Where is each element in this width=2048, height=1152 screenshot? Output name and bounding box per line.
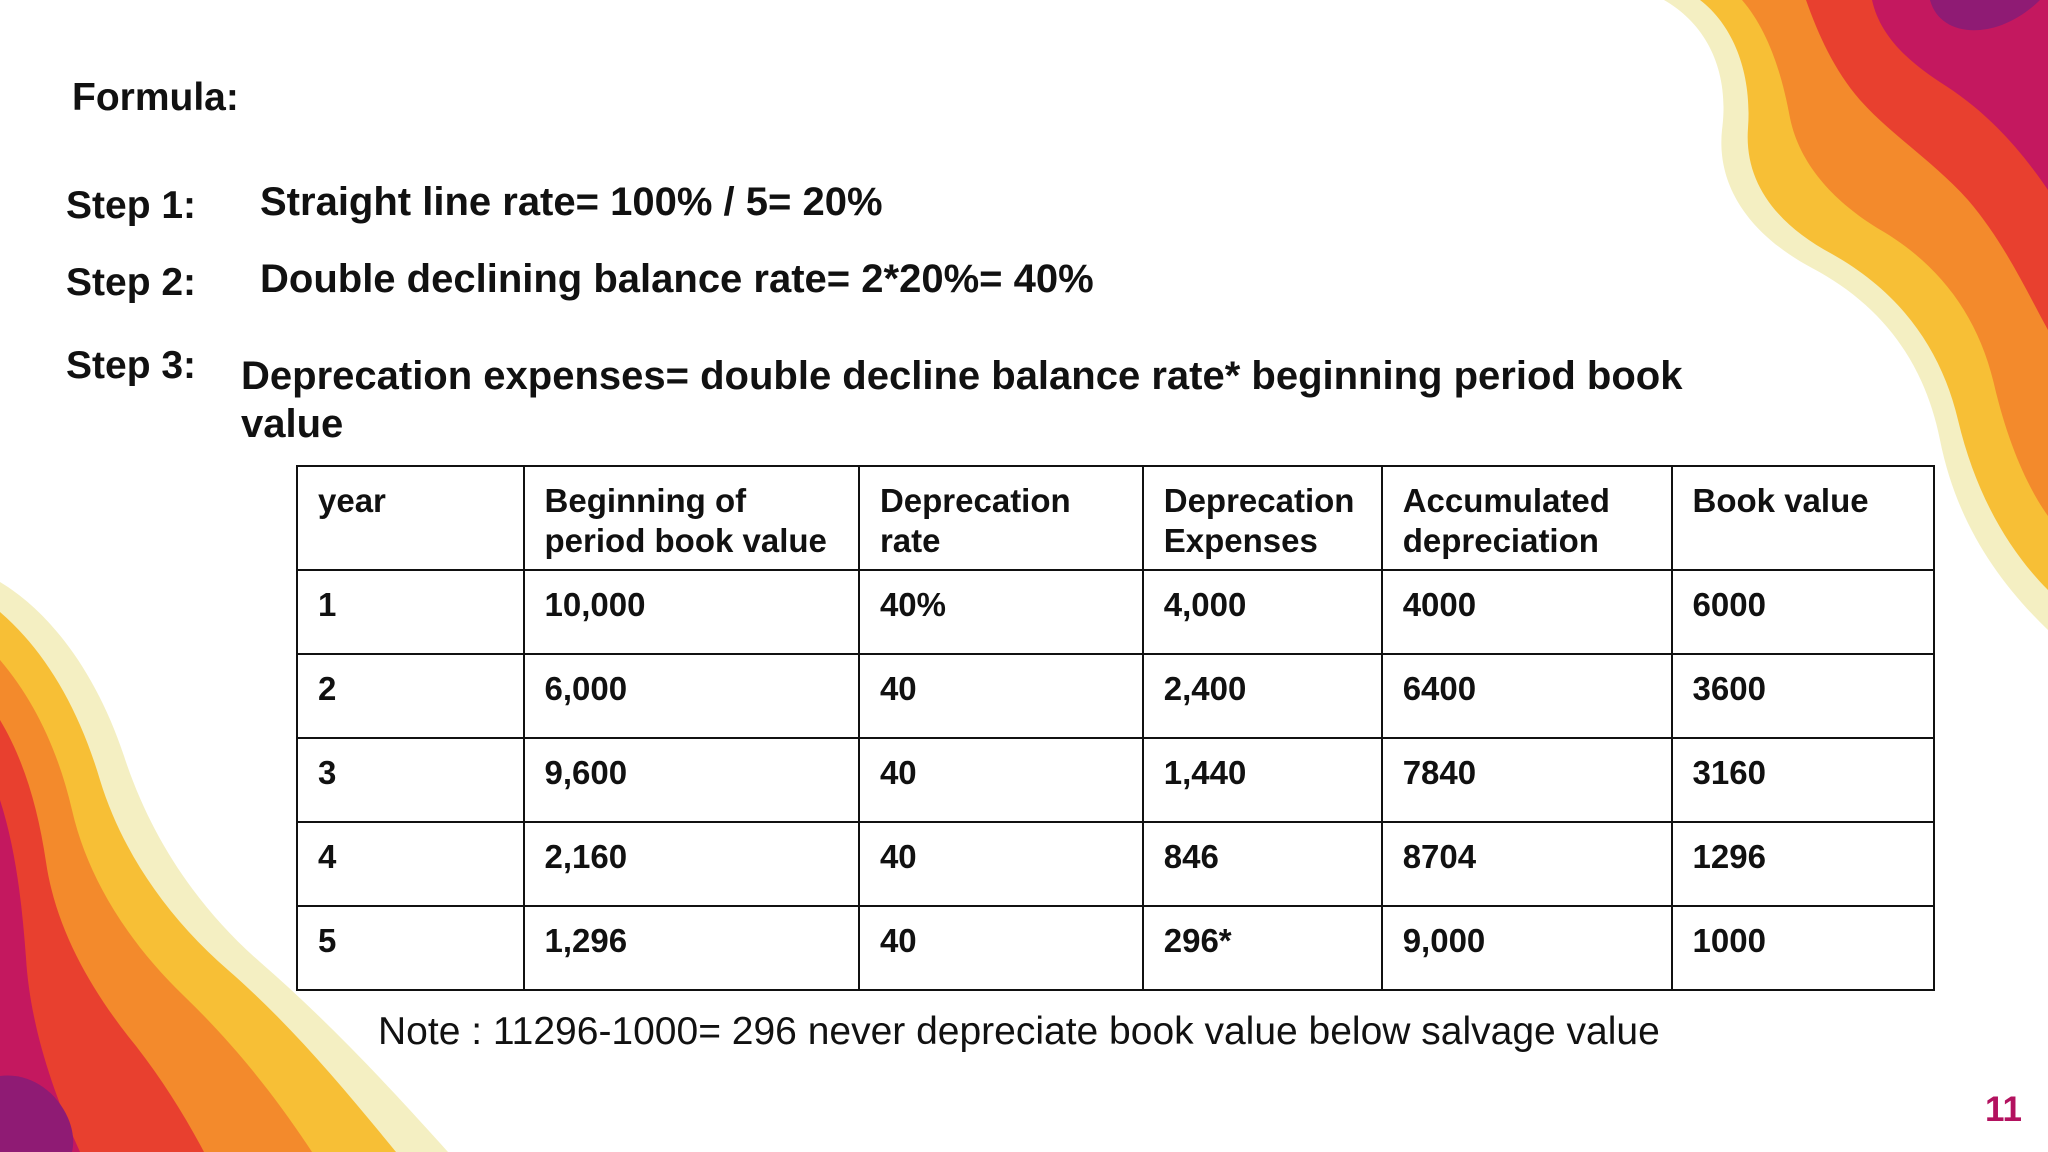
cell-deprecation-rate: 40 <box>857 737 1144 823</box>
cell-book-value: 1000 <box>1670 905 1936 991</box>
header-book-value: Book value <box>1670 465 1936 571</box>
table-row: 4 2,160 40 846 8704 1296 <box>296 821 1936 907</box>
cell-accumulated-depreciation: 8704 <box>1380 821 1673 907</box>
cell-year: 3 <box>296 737 525 823</box>
cell-book-value: 3160 <box>1670 737 1936 823</box>
depreciation-table: year Beginning of period book value Depr… <box>296 465 1936 991</box>
header-year: year <box>296 465 525 571</box>
cell-deprecation-rate: 40 <box>857 905 1144 991</box>
cell-beginning-book-value: 2,160 <box>522 821 860 907</box>
table-row: 2 6,000 40 2,400 6400 3600 <box>296 653 1936 739</box>
table-row: 3 9,600 40 1,440 7840 3160 <box>296 737 1936 823</box>
cell-book-value: 1296 <box>1670 821 1936 907</box>
cell-book-value: 3600 <box>1670 653 1936 739</box>
cell-year: 2 <box>296 653 525 739</box>
cell-deprecation-rate: 40% <box>857 569 1144 655</box>
cell-beginning-book-value: 10,000 <box>522 569 860 655</box>
cell-deprecation-rate: 40 <box>857 821 1144 907</box>
cell-beginning-book-value: 6,000 <box>522 653 860 739</box>
cell-accumulated-depreciation: 7840 <box>1380 737 1673 823</box>
cell-accumulated-depreciation: 6400 <box>1380 653 1673 739</box>
page-number: 11 <box>1985 1090 2022 1129</box>
header-deprecation-expenses: Deprecation Expenses <box>1141 465 1383 571</box>
step-2-text: Double declining balance rate= 2*20%= 40… <box>260 257 1094 301</box>
step-3-label: Step 3: <box>66 344 197 387</box>
header-beginning-book-value: Beginning of period book value <box>522 465 860 571</box>
cell-beginning-book-value: 9,600 <box>522 737 860 823</box>
formula-heading: Formula: <box>72 76 239 119</box>
table-row: 1 10,000 40% 4,000 4000 6000 <box>296 569 1936 655</box>
wave-top-right <box>1664 0 2048 630</box>
cell-year: 4 <box>296 821 525 907</box>
cell-book-value: 6000 <box>1670 569 1936 655</box>
table-row: 5 1,296 40 296* 9,000 1000 <box>296 905 1936 991</box>
step-1-text: Straight line rate= 100% / 5= 20% <box>260 180 883 224</box>
cell-beginning-book-value: 1,296 <box>522 905 860 991</box>
cell-accumulated-depreciation: 4000 <box>1380 569 1673 655</box>
step-2-label: Step 2: <box>66 261 197 304</box>
header-accumulated-depreciation: Accumulated depreciation <box>1380 465 1673 571</box>
table-header-row: year Beginning of period book value Depr… <box>296 465 1936 571</box>
cell-deprecation-expenses: 2,400 <box>1141 653 1383 739</box>
cell-year: 1 <box>296 569 525 655</box>
cell-deprecation-expenses: 1,440 <box>1141 737 1383 823</box>
header-deprecation-rate: Deprecation rate <box>857 465 1144 571</box>
wave-bottom-left <box>0 582 448 1152</box>
step-3-text: Deprecation expenses= double decline bal… <box>241 354 1683 446</box>
cell-accumulated-depreciation: 9,000 <box>1380 905 1673 991</box>
cell-deprecation-expenses: 846 <box>1141 821 1383 907</box>
cell-deprecation-rate: 40 <box>857 653 1144 739</box>
cell-deprecation-expenses: 4,000 <box>1141 569 1383 655</box>
step-1-label: Step 1: <box>66 184 197 227</box>
note-text: Note : 11296-1000= 296 never depreciate … <box>378 1010 1660 1053</box>
cell-deprecation-expenses: 296* <box>1141 905 1383 991</box>
cell-year: 5 <box>296 905 525 991</box>
